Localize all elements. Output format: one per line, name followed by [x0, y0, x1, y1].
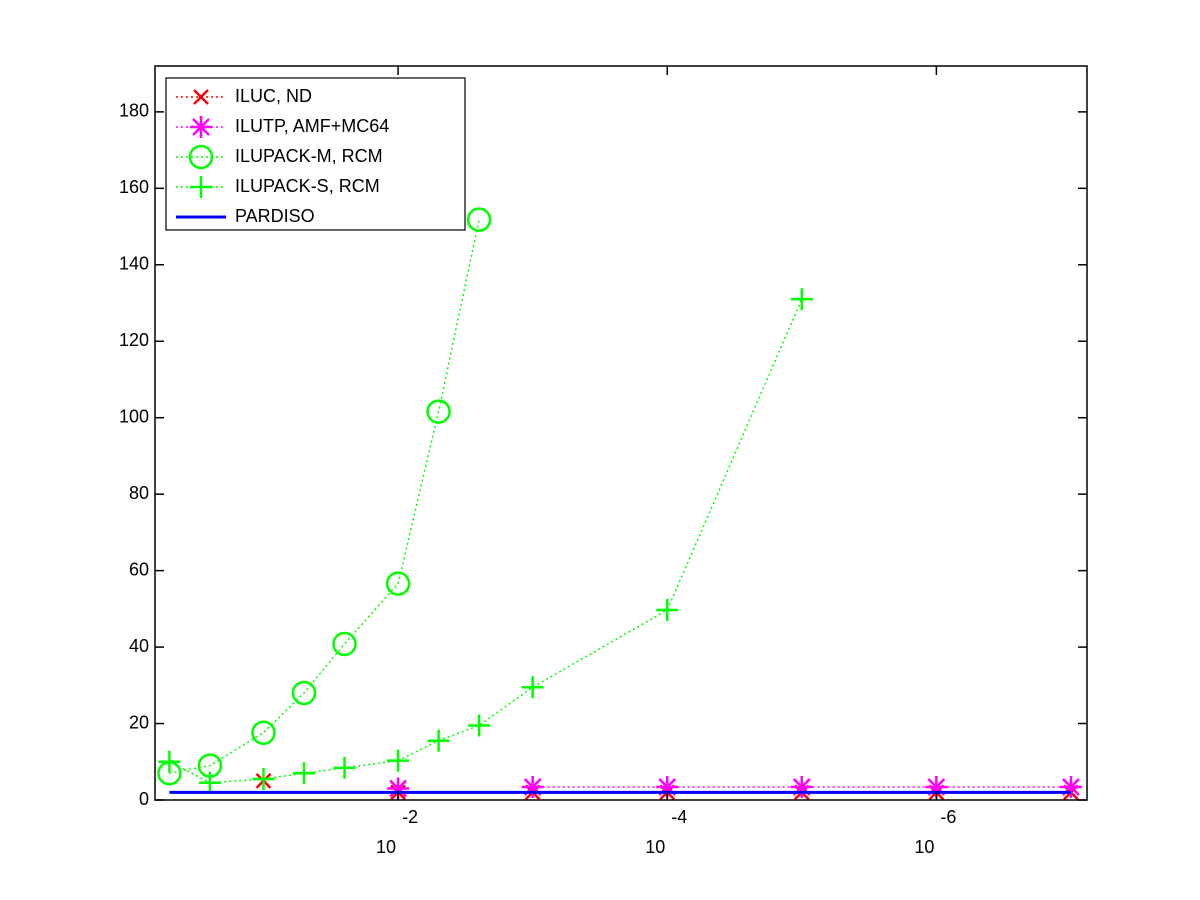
marker-shape — [332, 631, 357, 657]
y-tick-label: 80 — [129, 483, 149, 503]
marker-shape — [251, 720, 276, 745]
data-marker — [332, 631, 357, 657]
y-tick-label: 60 — [129, 559, 149, 579]
data-marker — [385, 571, 411, 596]
data-marker — [656, 599, 679, 622]
data-marker — [193, 89, 209, 105]
data-marker — [293, 762, 316, 785]
y-tick-label: 140 — [119, 254, 149, 274]
x-tick-label: 10 — [645, 837, 665, 857]
y-tick-label: 120 — [119, 330, 149, 350]
marker-shape — [389, 779, 407, 798]
data-marker — [468, 714, 491, 737]
legend-label: ILUTP, AMF+MC64 — [235, 116, 389, 136]
marker-shape — [385, 571, 411, 596]
data-marker — [251, 720, 276, 745]
series-line — [169, 298, 803, 784]
x-tick-label: 10 — [376, 837, 396, 857]
marker-shape — [193, 89, 209, 105]
axes-box — [154, 65, 1088, 801]
marker-shape — [291, 680, 317, 706]
legend-label: ILUPACK-S, RCM — [235, 176, 380, 196]
data-marker — [521, 676, 544, 699]
x-tick-label: 10 — [914, 837, 934, 857]
data-marker — [198, 771, 221, 794]
legend-label: PARDISO — [235, 206, 315, 226]
data-marker — [387, 749, 410, 772]
marker-shape — [188, 144, 214, 170]
legend-box — [165, 77, 466, 231]
data-marker — [333, 756, 356, 779]
data-marker — [291, 680, 317, 706]
y-tick-label: 20 — [129, 712, 149, 732]
marker-shape — [466, 207, 492, 232]
marker-shape — [426, 399, 451, 424]
marker-shape — [192, 118, 210, 136]
y-tick-label: 40 — [129, 636, 149, 656]
data-marker — [190, 116, 212, 138]
series-line — [169, 219, 480, 774]
y-tick-label: 160 — [119, 177, 149, 197]
x-tick-exponent: -4 — [671, 807, 687, 827]
legend-label: ILUC, ND — [235, 86, 312, 106]
data-marker — [521, 776, 544, 799]
x-tick-exponent: -6 — [940, 807, 956, 827]
data-marker — [252, 767, 275, 790]
data-marker — [190, 176, 212, 198]
y-tick-label: 100 — [119, 406, 149, 426]
legend-label: ILUPACK-M, RCM — [235, 146, 383, 166]
data-marker — [790, 776, 813, 799]
data-marker — [427, 729, 450, 752]
data-marker — [1059, 776, 1082, 799]
data-marker — [158, 750, 181, 773]
x-tick-exponent: -2 — [402, 807, 418, 827]
data-marker — [466, 207, 492, 232]
y-tick-label: 180 — [119, 101, 149, 121]
y-tick-label: 0 — [139, 789, 149, 809]
data-marker — [790, 288, 813, 311]
data-marker — [426, 399, 451, 424]
data-marker — [188, 144, 214, 170]
